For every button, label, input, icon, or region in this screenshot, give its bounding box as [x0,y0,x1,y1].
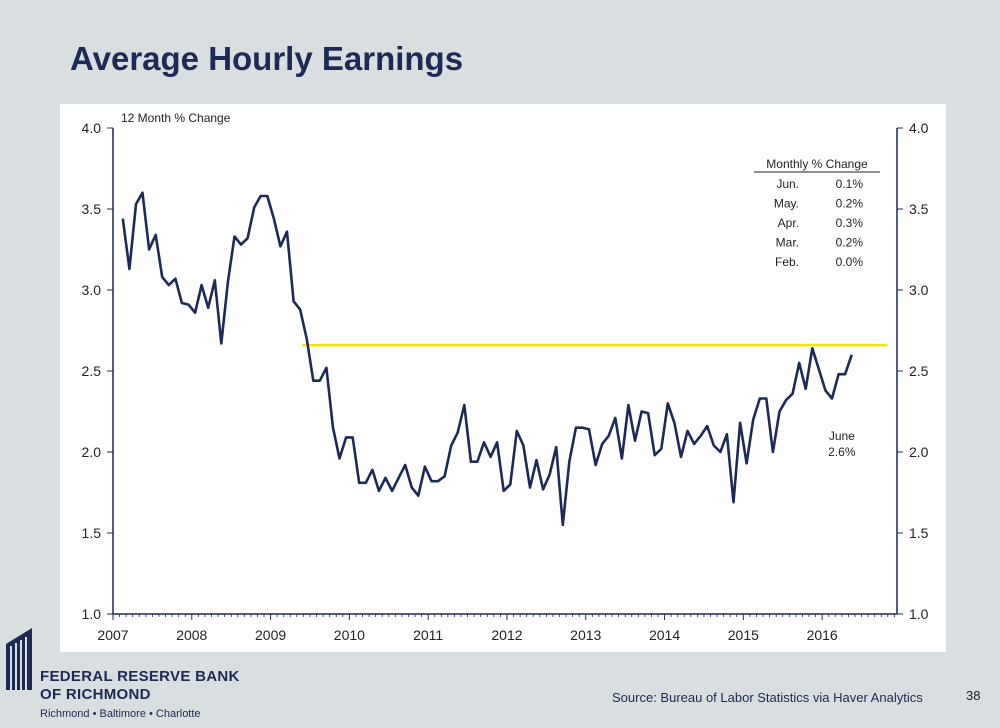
logo-text-line1: FEDERAL RESERVE BANK [40,668,240,685]
table-row-month: Feb. [775,255,799,269]
y-tick-label-right: 1.5 [909,525,929,541]
slide-title: Average Hourly Earnings [70,40,464,77]
x-tick-label: 2016 [807,627,838,643]
x-tick-label: 2015 [728,627,759,643]
x-tick-label: 2010 [334,627,365,643]
x-tick-label: 2008 [176,627,207,643]
x-tick-label: 2012 [491,627,522,643]
monthly-table: Monthly % Change Jun. 0.1% May. 0.2% Apr. 0.3%… [754,157,880,269]
annotation-line2: 2.6% [828,445,856,459]
table-row-month: Apr. [778,216,799,230]
x-tick-label: 2011 [413,627,443,643]
y-tick-label-left: 1.5 [82,525,102,541]
ticks-group: 1.0 1.0 1.5 1.5 2.0 2.0 2.5 2.5 3.0 3.0 3.5 3.5 4.0 4… [82,120,929,643]
y-tick-label-right: 2.5 [909,363,929,379]
x-tick-label: 2009 [255,627,286,643]
x-tick-label: 2014 [649,627,680,643]
x-tick-label: 2013 [570,627,601,643]
building-icon [6,628,32,690]
series-group [121,191,888,527]
y-tick-label-left: 4.0 [82,120,102,136]
y-tick-label-right: 3.5 [909,201,929,217]
fed-richmond-logo: FEDERAL RESERVE BANK OF RICHMOND Richmon… [6,628,266,728]
table-header: Monthly % Change [766,157,868,171]
source-note: Source: Bureau of Labor Statistics via H… [612,690,923,705]
annotation-group: June 2.6% [828,429,856,459]
y-tick-label-right: 2.0 [909,444,929,460]
logo-cities: Richmond • Baltimore • Charlotte [40,708,201,720]
table-row-month: Mar. [776,236,799,250]
y-tick-label-left: 1.0 [82,606,102,622]
table-row-value: 0.1% [836,177,864,191]
y-tick-label-right: 3.0 [909,282,929,298]
y-tick-label-right: 4.0 [909,120,929,136]
table-row-value: 0.0% [836,255,864,269]
y-axis-label: 12 Month % Change [121,111,231,125]
table-row-month: Jun. [776,177,799,191]
series-line [121,191,853,527]
table-row-value: 0.3% [836,216,864,230]
y-tick-label-left: 2.0 [82,444,102,460]
y-tick-label-left: 2.5 [82,363,102,379]
page-number: 38 [966,688,981,703]
logo-text-line2: OF RICHMOND [40,686,151,703]
annotation-line1: June [829,429,855,443]
y-tick-label-left: 3.0 [82,282,102,298]
x-tick-label: 2007 [97,627,128,643]
table-row-value: 0.2% [836,197,864,211]
chart-panel: 1.0 1.0 1.5 1.5 2.0 2.0 2.5 2.5 3.0 3.0 3.5 3.5 4.0 4… [60,104,946,652]
chart-svg: 1.0 1.0 1.5 1.5 2.0 2.0 2.5 2.5 3.0 3.0 3.5 3.5 4.0 4… [82,111,929,643]
y-tick-label-right: 1.0 [909,606,929,622]
y-tick-label-left: 3.5 [82,201,102,217]
table-row-value: 0.2% [836,236,864,250]
table-row-month: May. [774,197,799,211]
